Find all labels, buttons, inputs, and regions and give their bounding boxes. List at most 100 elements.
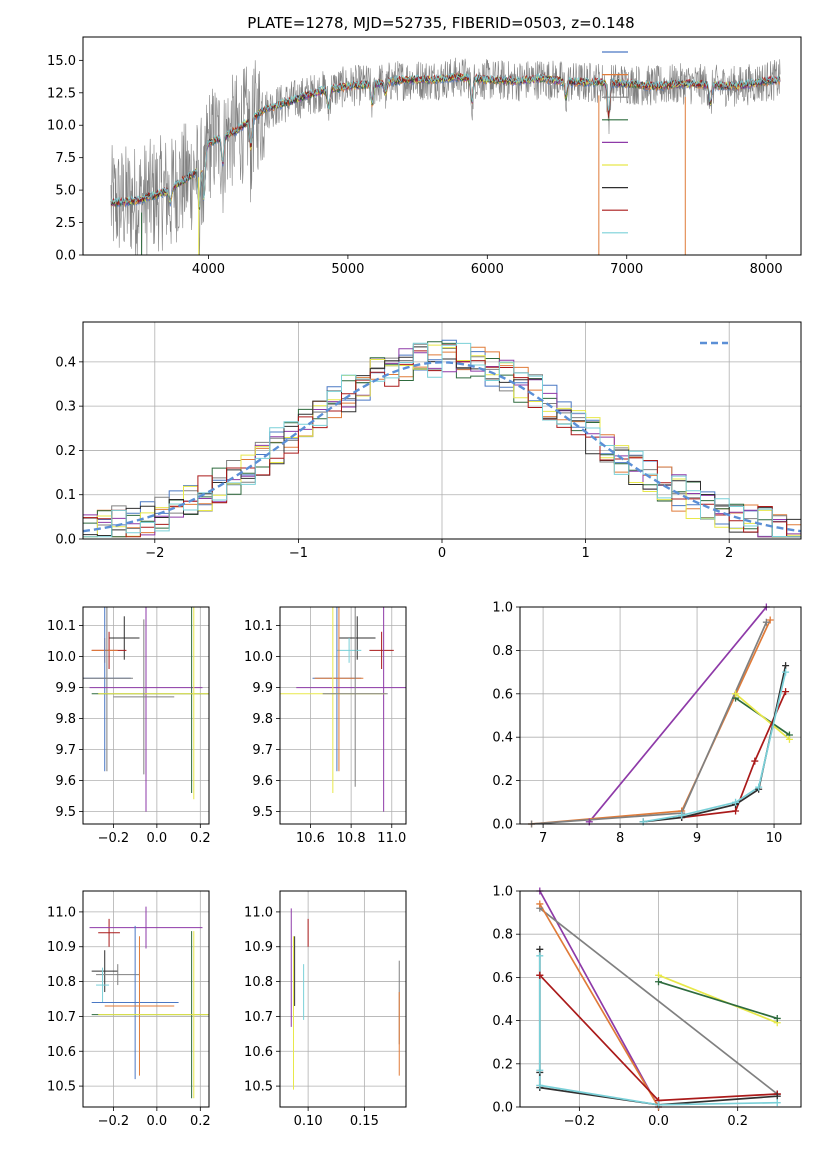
y-tick-label: 9.6 — [55, 774, 76, 789]
x-tick-label: −0.2 — [98, 1114, 130, 1129]
point-marker — [732, 690, 740, 698]
y-tick-label: 10.6 — [244, 1045, 273, 1060]
mass-weight-line — [539, 907, 778, 1095]
mass-weight-line — [588, 607, 768, 823]
observed-spectrum — [110, 57, 781, 255]
x-tick-label: 0.0 — [147, 1114, 168, 1129]
y-tick-label: 9.8 — [252, 712, 273, 727]
axes-frame — [519, 890, 802, 1108]
axes-frame — [82, 606, 210, 825]
mass-weight-line — [658, 980, 778, 1020]
x-tick-label: 8000 — [750, 262, 783, 277]
y-tick-label: 2.5 — [55, 216, 76, 231]
plot-area — [83, 607, 209, 812]
y-tick-label: 0.0 — [55, 249, 76, 264]
x-tick-label: 7000 — [610, 262, 643, 277]
spectrum-panel: 4000 5000 6000 7000 8000 0.0 2.5 5.0 7.5 10.0 12.5… — [47, 36, 802, 277]
y-tick-label: 15.0 — [47, 54, 76, 69]
point-marker — [536, 1081, 544, 1089]
mass-weight-vs-metallicity-panel: −0.2 0.0 0.2 0.0 0.2 0.4 0.6 0.8 1.0 — [492, 885, 802, 1129]
gaussian-curve — [83, 361, 801, 533]
mass-weight-line — [539, 891, 660, 1107]
point-marker — [536, 1066, 544, 1074]
y-tick-label: 9.7 — [252, 743, 273, 758]
x-tick-label: −0.2 — [564, 1114, 596, 1129]
y-tick-label: 0.4 — [492, 731, 513, 746]
y-tick-label: 10.9 — [244, 940, 273, 955]
y-tick-label: 0.8 — [492, 644, 513, 659]
age-vs-metallicity-panel: −0.2 0.0 0.2 9.5 9.6 9.7 9.8 9.9 10.0 10.1 — [47, 606, 211, 846]
mass-vs-ebv-panel: 0.10 0.15 10.5 10.6 10.7 10.8 10.9 11.0 — [244, 890, 407, 1129]
point-marker — [785, 735, 793, 743]
y-tick-label: 9.9 — [252, 681, 273, 696]
y-tick-label: 10.8 — [244, 975, 273, 990]
point-marker — [751, 757, 759, 765]
y-tick-label: 1.0 — [492, 885, 513, 900]
y-tick-label: 12.5 — [47, 86, 76, 101]
y-tick-label: 10.5 — [244, 1080, 273, 1095]
x-tick-label: 0.0 — [648, 1114, 669, 1129]
y-tick-label: 0.4 — [492, 1014, 513, 1029]
mass-weight-line — [658, 974, 778, 1024]
mass-weight-line — [643, 671, 787, 823]
point-marker — [732, 798, 740, 806]
point-marker — [536, 952, 544, 960]
y-tick-label: 0.2 — [492, 1057, 513, 1072]
x-tick-label: 10.6 — [296, 831, 325, 846]
x-tick-label: 4000 — [192, 262, 225, 277]
x-tick-label: −0.2 — [98, 831, 130, 846]
y-tick-label: 10.6 — [47, 1045, 76, 1060]
model-spectrum-line — [110, 72, 781, 208]
x-tick-label: 9 — [693, 831, 701, 846]
point-marker — [773, 1014, 781, 1022]
mass-weight-line — [531, 621, 768, 824]
x-tick-label: 0.0 — [147, 831, 168, 846]
axes-frame — [82, 321, 802, 540]
plot-area — [531, 607, 791, 824]
axes-frame — [279, 890, 407, 1108]
point-marker — [655, 978, 663, 986]
y-tick-label: 0.6 — [492, 687, 513, 702]
x-tick-label: 5000 — [331, 262, 364, 277]
x-tick-label: 0.15 — [350, 1114, 379, 1129]
point-marker — [762, 618, 770, 626]
axes-frame — [82, 36, 802, 256]
x-tick-label: 10.8 — [337, 831, 366, 846]
y-tick-label: 1.0 — [492, 601, 513, 616]
residual-histogram-panel: −2 −1 0 1 2 0.0 0.1 0.2 0.3 0.4 — [55, 321, 802, 561]
point-marker — [773, 1099, 781, 1107]
y-tick-label: 0.1 — [55, 488, 76, 503]
x-tick-label: 10 — [766, 831, 783, 846]
y-tick-label: 9.7 — [55, 743, 76, 758]
plot-area — [290, 908, 400, 1090]
y-tick-label: 0.3 — [55, 400, 76, 415]
mass-weight-line — [539, 903, 660, 1107]
x-tick-label: 11.0 — [377, 831, 406, 846]
x-tick-label: −1 — [289, 546, 308, 561]
y-tick-label: 10.1 — [244, 619, 273, 634]
y-tick-label: 9.6 — [252, 774, 273, 789]
mass-weight-line — [735, 693, 791, 741]
point-marker — [536, 945, 544, 953]
y-tick-label: 10.0 — [47, 119, 76, 134]
y-tick-label: 11.0 — [47, 905, 76, 920]
x-tick-label: 8 — [616, 831, 624, 846]
y-tick-label: 10.7 — [244, 1010, 273, 1025]
axes-frame — [519, 606, 802, 825]
x-tick-label: 7 — [539, 831, 547, 846]
axes-frame — [279, 606, 407, 825]
y-tick-label: 10.0 — [47, 650, 76, 665]
point-marker — [782, 662, 790, 670]
residual-histogram-step — [83, 339, 801, 538]
plot-area — [280, 607, 406, 812]
y-tick-label: 0.4 — [55, 355, 76, 370]
point-marker — [536, 900, 544, 908]
residual-histogram-step — [83, 342, 801, 538]
point-marker — [782, 668, 790, 676]
point-marker — [782, 688, 790, 696]
y-tick-label: 0.0 — [492, 818, 513, 833]
x-tick-label: 0.2 — [727, 1114, 748, 1129]
point-marker — [678, 811, 686, 819]
point-marker — [536, 971, 544, 979]
point-marker — [773, 1092, 781, 1100]
